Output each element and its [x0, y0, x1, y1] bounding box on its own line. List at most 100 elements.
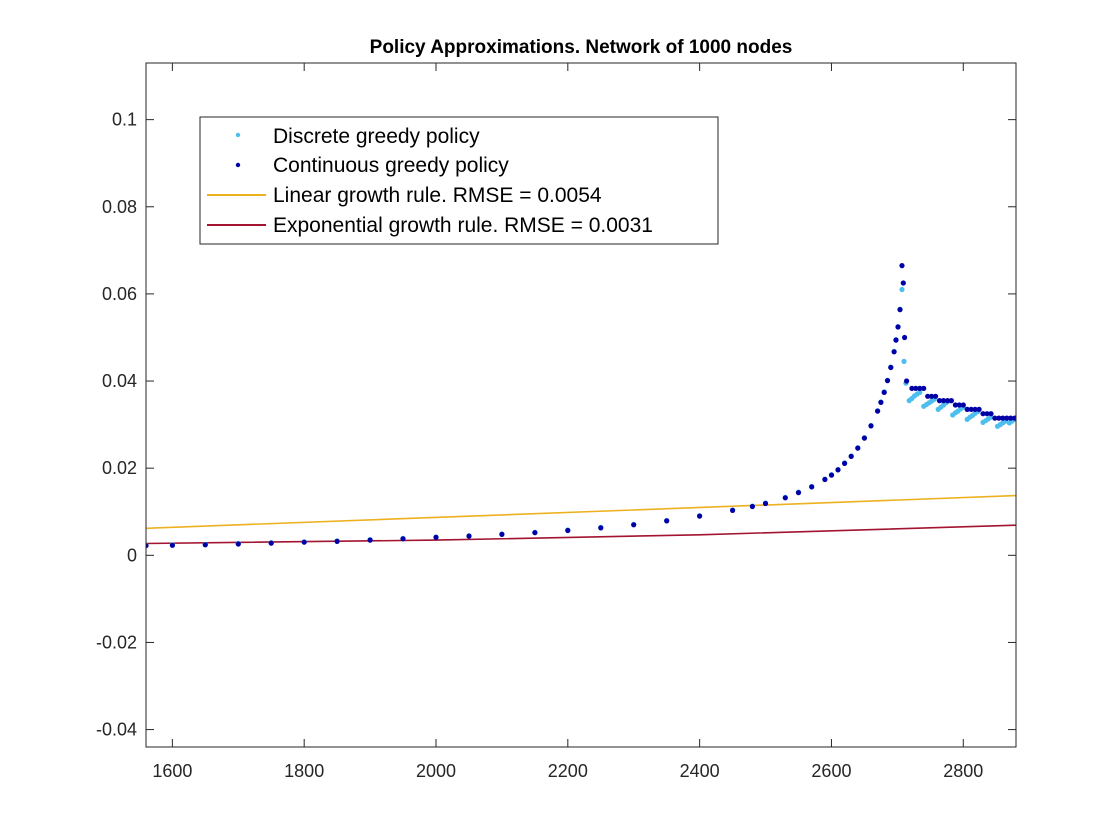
- x-tick-label: 2200: [548, 761, 588, 781]
- series-point: [1004, 415, 1010, 421]
- series-point: [936, 398, 943, 404]
- series-line: [146, 494, 1016, 530]
- series-point: [940, 398, 947, 404]
- plot-frame: [145, 62, 1017, 748]
- series-point: [301, 539, 307, 545]
- series-point: [917, 389, 923, 395]
- series-point: [146, 543, 149, 549]
- series-point: [899, 263, 905, 269]
- series-point: [875, 408, 881, 414]
- series-point: [1000, 415, 1006, 421]
- series-point: [921, 385, 927, 391]
- series-point: [992, 415, 998, 421]
- series-point: [944, 398, 951, 404]
- series-point: [268, 540, 274, 546]
- series-point: [888, 364, 894, 371]
- series-line: [146, 524, 1016, 545]
- legend-marker-continuous: [235, 162, 241, 168]
- series-point: [334, 538, 340, 545]
- legend-label-linear: Linear growth rule. RMSE = 0.0054: [273, 184, 602, 207]
- series-point: [909, 385, 915, 391]
- series-point: [466, 533, 472, 539]
- series-point: [929, 393, 935, 399]
- series-point: [952, 402, 959, 408]
- series-point: [664, 518, 670, 524]
- series-point: [828, 472, 835, 478]
- x-tick-label: 2400: [680, 761, 720, 781]
- series-point: [925, 393, 931, 399]
- legend-label-exponential: Exponential growth rule. RMSE = 0.0031: [273, 214, 653, 237]
- series-point: [749, 503, 756, 510]
- series-point: [598, 525, 604, 531]
- y-tick-label: 0.1: [112, 110, 137, 130]
- series-point: [964, 406, 970, 412]
- series-point: [980, 411, 986, 417]
- axis-layer: 1600 1800 2000 2200 2400 2600 2800 -0.04 -0.02 0 0…: [96, 63, 1016, 781]
- series-point: [891, 349, 897, 355]
- series-point: [631, 522, 637, 528]
- series-point: [400, 536, 406, 542]
- series-point: [169, 542, 175, 548]
- series-point: [730, 507, 736, 513]
- series-point: [782, 495, 788, 501]
- x-tick-label: 1600: [152, 761, 192, 781]
- series-group: [146, 263, 1016, 549]
- legend-label-continuous: Continuous greedy policy: [273, 154, 509, 177]
- y-tick-label: -0.02: [96, 632, 137, 652]
- series-point: [809, 484, 815, 490]
- legend-label-discrete: Discrete greedy policy: [273, 125, 480, 148]
- series-point: [878, 399, 884, 405]
- series-point: [976, 406, 982, 412]
- series-point: [902, 334, 908, 341]
- chart-title: Policy Approximations. Network of 1000 n…: [370, 37, 793, 58]
- y-tick-label: 0.02: [102, 458, 137, 478]
- series-point: [202, 542, 208, 548]
- series-point: [1008, 415, 1014, 421]
- series-point: [900, 280, 906, 286]
- series-point: [893, 337, 899, 343]
- series-point: [795, 490, 802, 496]
- y-tick-label: -0.04: [96, 720, 137, 740]
- series-point: [762, 500, 769, 507]
- series-point: [960, 402, 966, 408]
- series-point: [861, 435, 868, 441]
- series-point: [984, 411, 990, 417]
- series-point: [822, 476, 828, 483]
- legend: Discrete greedy policy Continuous greedy…: [199, 116, 719, 245]
- series-point: [842, 460, 848, 466]
- series-point: [848, 453, 854, 459]
- series-point: [1012, 415, 1016, 421]
- series-point: [968, 406, 974, 412]
- series-point: [956, 402, 962, 408]
- series-point: [904, 378, 910, 384]
- series-layer: [146, 263, 1016, 549]
- series-point: [835, 467, 841, 473]
- series-point: [235, 541, 241, 547]
- series-point: [499, 531, 505, 538]
- y-tick-label: 0.06: [102, 284, 137, 304]
- series-point: [565, 527, 571, 534]
- x-tick-label: 2800: [943, 761, 983, 781]
- series-point: [868, 423, 874, 429]
- series-point: [855, 445, 861, 451]
- series-point: [532, 530, 538, 536]
- series-point: [933, 393, 939, 399]
- x-tick-label: 2000: [416, 761, 456, 781]
- x-tick-label: 2600: [811, 761, 851, 781]
- y-tick-label: 0: [127, 545, 137, 565]
- series-point: [897, 307, 903, 313]
- series-point: [913, 385, 919, 391]
- legend-marker-discrete: [235, 132, 241, 138]
- series-point: [899, 286, 905, 293]
- series-point: [901, 358, 907, 364]
- series-point: [996, 415, 1002, 421]
- series-point: [881, 389, 887, 395]
- legend-box: [199, 116, 719, 245]
- series-point: [895, 324, 901, 330]
- x-tick-label: 1800: [284, 761, 324, 781]
- series-point: [367, 537, 373, 543]
- series-point: [433, 534, 439, 541]
- series-point: [948, 398, 955, 404]
